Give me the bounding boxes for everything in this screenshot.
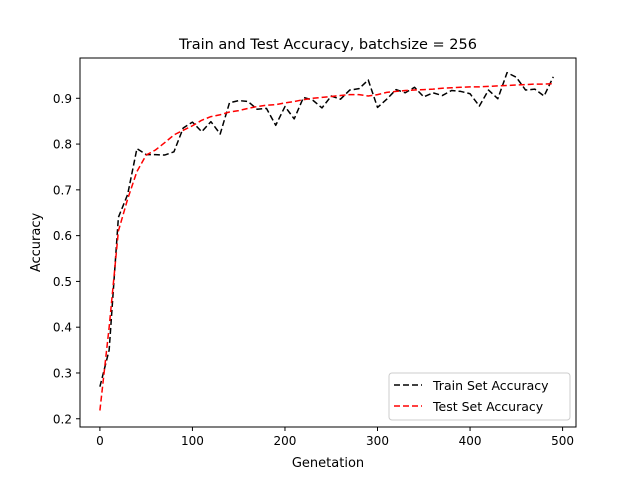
x-tick-label-0: 0	[96, 434, 104, 448]
y-axis-title: Accuracy	[29, 213, 44, 273]
plot-frame	[79, 57, 577, 428]
series-line-train	[99, 71, 555, 387]
legend: Train Set Accuracy Test Set Accuracy	[388, 372, 571, 421]
x-axis-title: Genetation	[292, 456, 364, 471]
x-axis: 0 100 200 300 400 500	[96, 427, 574, 448]
chart-title: Train and Test Accuracy, batchsize = 256	[178, 37, 477, 53]
y-tick-label-0.2: 0.2	[53, 412, 72, 426]
y-tick-label-0.6: 0.6	[53, 229, 72, 243]
plot-background	[80, 58, 576, 427]
x-tick-label-500: 500	[551, 434, 574, 448]
series-layer	[99, 71, 555, 411]
x-tick-label-100: 100	[181, 434, 204, 448]
x-tick-label-200: 200	[274, 434, 297, 448]
y-axis: 0.2 0.3 0.4 0.5 0.6 0.7 0.8 0.9	[53, 92, 80, 426]
y-tick-label-0.3: 0.3	[53, 366, 72, 380]
x-tick-label-400: 400	[459, 434, 482, 448]
legend-box	[388, 372, 571, 421]
legend-label-train: Train Set Accuracy	[432, 378, 549, 393]
legend-label-test: Test Set Accuracy	[432, 399, 544, 414]
y-tick-label-0.9: 0.9	[53, 92, 72, 106]
y-tick-label-0.4: 0.4	[53, 321, 72, 335]
y-tick-label-0.7: 0.7	[53, 183, 72, 197]
x-tick-label-300: 300	[366, 434, 389, 448]
y-tick-label-0.8: 0.8	[53, 138, 72, 152]
series-line-test	[99, 82, 554, 411]
y-tick-label-0.5: 0.5	[53, 275, 72, 289]
plot-area	[79, 57, 577, 428]
